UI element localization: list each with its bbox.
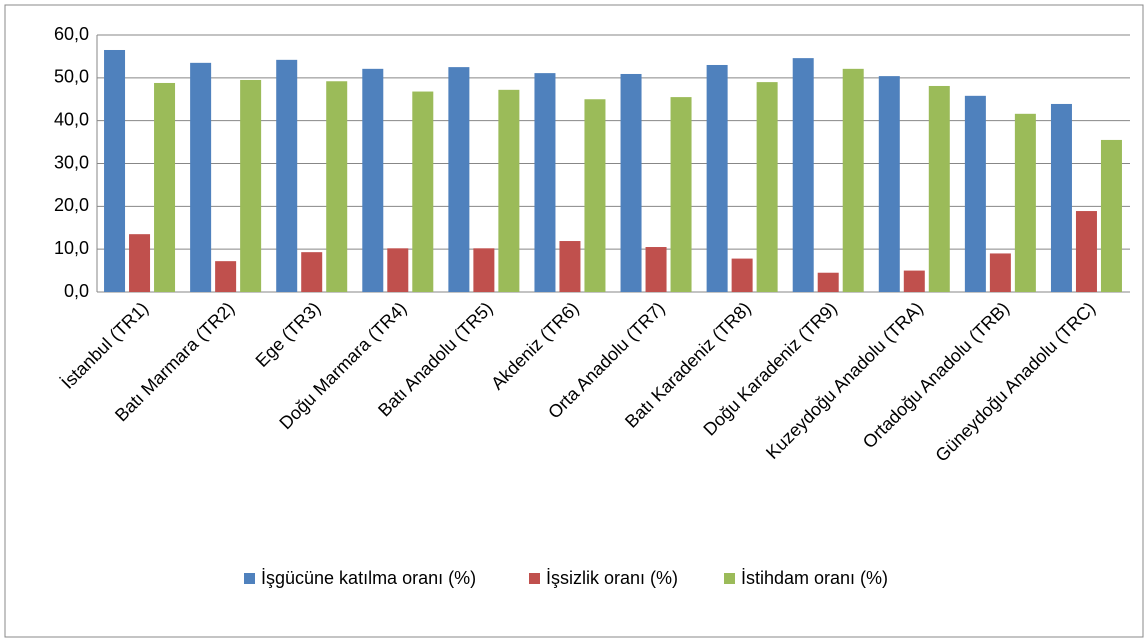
bar [301, 252, 323, 292]
y-tick-label: 30,0 [54, 152, 89, 172]
bar [878, 76, 900, 293]
bar [620, 73, 642, 292]
bar [756, 82, 778, 292]
bar [1075, 211, 1097, 292]
bar [215, 261, 237, 292]
y-tick-label: 20,0 [54, 195, 89, 215]
bar [129, 234, 151, 292]
bar [817, 272, 839, 292]
bar [362, 68, 384, 292]
bar [326, 81, 348, 292]
bar [928, 85, 950, 292]
bar [412, 91, 434, 292]
bar [842, 68, 864, 292]
bar [792, 58, 814, 292]
bar [731, 258, 753, 292]
bar [903, 270, 925, 292]
y-tick-label: 60,0 [54, 24, 89, 44]
bar [1050, 103, 1072, 292]
y-tick-label: 40,0 [54, 109, 89, 129]
y-tick-label: 0,0 [64, 281, 89, 301]
legend: İşgücüne katılma oranı (%) İşsizlik oranı… [244, 565, 924, 592]
bar [154, 82, 176, 293]
legend-swatch [529, 573, 540, 584]
bar [1100, 139, 1122, 292]
bar [240, 79, 262, 292]
bar [276, 59, 298, 292]
legend-label: İşsizlik oranı (%) [546, 568, 679, 588]
bar [989, 253, 1011, 292]
legend-swatch [244, 573, 255, 584]
bar [190, 62, 212, 292]
bar [498, 89, 520, 293]
legend-item: İşsizlik oranı (%) [529, 565, 724, 592]
legend-item: İstihdam oranı (%) [724, 565, 924, 592]
bar [584, 99, 606, 292]
bar [706, 64, 728, 292]
legend-swatch [724, 573, 735, 584]
bar [104, 49, 126, 292]
bar [448, 67, 470, 292]
bar [387, 248, 409, 292]
legend-label: İstihdam oranı (%) [741, 568, 889, 588]
legend-label: İşgücüne katılma oranı (%) [261, 568, 477, 588]
y-tick-label: 50,0 [54, 67, 89, 87]
bar [534, 73, 556, 292]
bar [670, 97, 692, 292]
bar [1014, 113, 1036, 293]
bar [473, 248, 495, 292]
bar [964, 95, 986, 292]
legend-item: İşgücüne katılma oranı (%) [244, 565, 529, 592]
y-tick-label: 10,0 [54, 238, 89, 258]
bar [559, 241, 581, 292]
bar [645, 247, 667, 292]
